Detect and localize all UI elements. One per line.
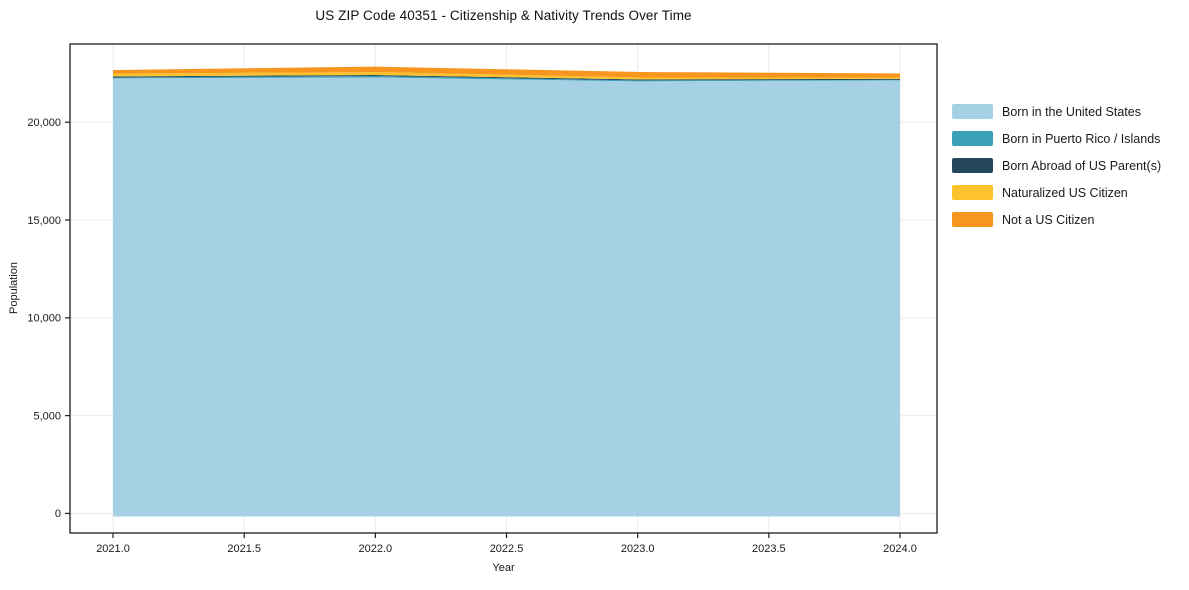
legend-label: Born in the United States	[1002, 104, 1141, 119]
x-tick-label: 2021.0	[96, 543, 130, 555]
axis-ticks: 2021.0 2021.5 2022.0 2022.5 2023.0 2023.5 2024…	[27, 117, 916, 555]
y-tick-label: 20,000	[27, 117, 61, 129]
legend-label: Naturalized US Citizen	[1002, 185, 1128, 200]
plot-border	[69, 43, 938, 534]
area-not-a-us-citizen	[113, 66, 901, 78]
legend-swatch	[952, 212, 993, 227]
area-born-in-the-united-states	[113, 77, 901, 517]
x-tick-label: 2023.0	[621, 543, 655, 555]
legend-item: Born in the United States	[952, 104, 1161, 119]
legend-swatch	[952, 185, 993, 200]
y-tick-label: 10,000	[27, 313, 61, 325]
stacked-areas	[113, 66, 901, 517]
legend: Born in the United States Born in Puerto …	[952, 104, 1161, 239]
area-born-abroad-of-us-parent-s	[113, 75, 901, 81]
area-naturalized-us-citizen	[113, 72, 901, 80]
legend-swatch	[952, 131, 993, 146]
x-axis-label: Year	[492, 562, 515, 574]
legend-item: Born Abroad of US Parent(s)	[952, 158, 1161, 173]
legend-item: Born in Puerto Rico / Islands	[952, 131, 1161, 146]
legend-label: Born in Puerto Rico / Islands	[1002, 131, 1161, 146]
legend-label: Not a US Citizen	[1002, 212, 1095, 227]
x-tick-label: 2021.5	[227, 543, 261, 555]
y-tick-label: 15,000	[27, 215, 61, 227]
legend-swatch	[952, 104, 993, 119]
y-axis-label: Population	[8, 262, 20, 314]
x-tick-label: 2022.0	[359, 543, 393, 555]
axes-spines	[69, 43, 938, 534]
y-tick-label: 0	[55, 508, 61, 520]
legend-item: Naturalized US Citizen	[952, 185, 1161, 200]
legend-label: Born Abroad of US Parent(s)	[1002, 158, 1162, 173]
chart-title: US ZIP Code 40351 - Citizenship & Nativi…	[315, 8, 692, 23]
legend-item: Not a US Citizen	[952, 212, 1161, 227]
x-tick-label: 2023.5	[752, 543, 786, 555]
area-born-in-puerto-rico-islands	[113, 75, 901, 82]
x-tick-label: 2022.5	[490, 543, 524, 555]
legend-swatch	[952, 158, 993, 173]
x-tick-label: 2024.0	[883, 543, 917, 555]
y-tick-label: 5,000	[33, 410, 61, 422]
